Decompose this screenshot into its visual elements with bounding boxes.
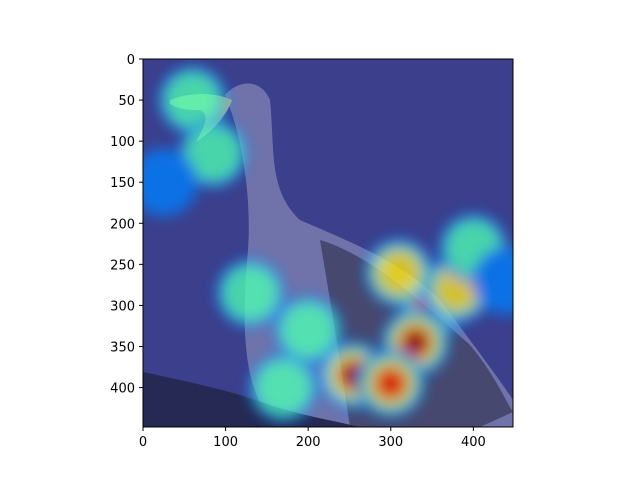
- y-tick-label: 250: [110, 258, 135, 273]
- y-tick-label: 200: [110, 217, 135, 232]
- hotspot-level: [164, 72, 221, 129]
- hotspot-level: [222, 265, 279, 322]
- x-tick-label: 100: [213, 435, 238, 450]
- plot-area: [143, 59, 513, 427]
- heat-overlay: [143, 66, 513, 422]
- hotspot: [179, 119, 248, 188]
- hotspot: [158, 66, 227, 135]
- x-tick-label: 400: [461, 435, 486, 450]
- y-tick-label: 50: [118, 94, 135, 109]
- hotspot-level: [374, 367, 407, 400]
- hotspot: [274, 296, 343, 365]
- rock-ledge: [143, 372, 360, 427]
- y-tick-label: 400: [110, 382, 135, 397]
- hotspot-level: [405, 332, 426, 353]
- y-tick-label: 350: [110, 341, 135, 356]
- hotspot-level: [143, 148, 198, 217]
- x-tick-label: 300: [378, 435, 403, 450]
- hotspot-level: [280, 302, 337, 359]
- axes-frame: [142, 58, 514, 428]
- hotspot-level: [472, 246, 513, 315]
- hotspot: [143, 148, 198, 217]
- hotspot: [365, 238, 433, 307]
- x-tick-label: 0: [139, 435, 147, 450]
- hotspot-level: [377, 250, 421, 295]
- hotspot: [472, 246, 513, 315]
- hotspot: [216, 259, 285, 328]
- hotspot-level: [185, 125, 242, 182]
- hotspot-level: [255, 359, 312, 416]
- y-tick-label: 100: [110, 135, 135, 150]
- y-tick-label: 0: [127, 53, 135, 68]
- x-tick-label: 200: [296, 435, 321, 450]
- hotspot: [249, 353, 318, 422]
- x-axis: 0 100 200 300 400: [139, 427, 486, 450]
- y-axis: 0 50 100 150 200 250 300 350 400: [110, 53, 143, 397]
- hotspot: [356, 349, 425, 418]
- y-tick-label: 300: [110, 299, 135, 314]
- y-tick-label: 150: [110, 176, 135, 191]
